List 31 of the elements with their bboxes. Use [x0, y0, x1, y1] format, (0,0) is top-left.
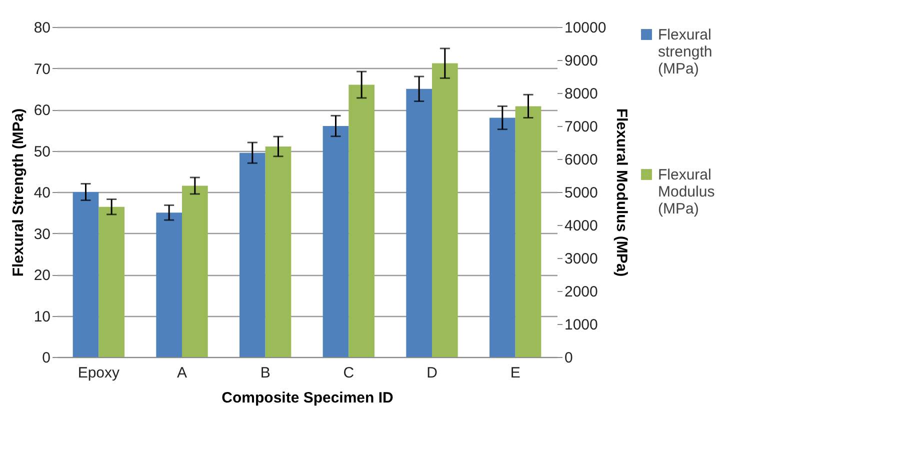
y2-tick-label: 9000 [564, 52, 598, 70]
y2-tick-label: 4000 [564, 218, 598, 234]
x-tick-label: E [510, 364, 520, 382]
y-tick-label: 40 [34, 184, 50, 202]
y-tick-label: 30 [34, 226, 50, 243]
y2-tick-label: 1000 [564, 316, 598, 334]
x-axis-title: Composite Specimen ID [222, 390, 394, 406]
x-tick-label: Epoxy [78, 364, 120, 382]
y2-tick-label: 6000 [564, 152, 598, 168]
y-tick-label: 70 [34, 60, 50, 78]
x-tick-label: A [176, 364, 188, 382]
y2-tick-label: 0 [564, 350, 573, 366]
y-tick-label: 20 [34, 267, 50, 284]
y-tick-label: 80 [34, 20, 50, 36]
x-tick-label: D [426, 364, 438, 382]
y2-axis-title: Flexural Modulus (MPa) [613, 108, 630, 277]
y2-tick-label: 2000 [564, 284, 598, 300]
legend-label: Flexural strength (MPa) [658, 26, 712, 78]
y2-tick-label: 5000 [564, 184, 598, 202]
y-tick-label: 10 [34, 308, 50, 326]
y-tick-label: 60 [34, 102, 50, 119]
y-tick-label: 0 [42, 350, 50, 366]
y-tick-label: 50 [34, 143, 50, 160]
y-axis-title: Flexural Strength (MPa) [10, 108, 27, 277]
y2-tick-label: 8000 [564, 86, 598, 102]
y2-tick-label: 7000 [564, 118, 598, 136]
x-tick-label: C [343, 364, 354, 382]
y2-tick-label: 10000 [564, 20, 606, 36]
legend-label: Flexural Modulus (MPa) [658, 166, 715, 218]
y2-tick-label: 3000 [564, 250, 598, 268]
x-tick-label: B [260, 364, 270, 382]
